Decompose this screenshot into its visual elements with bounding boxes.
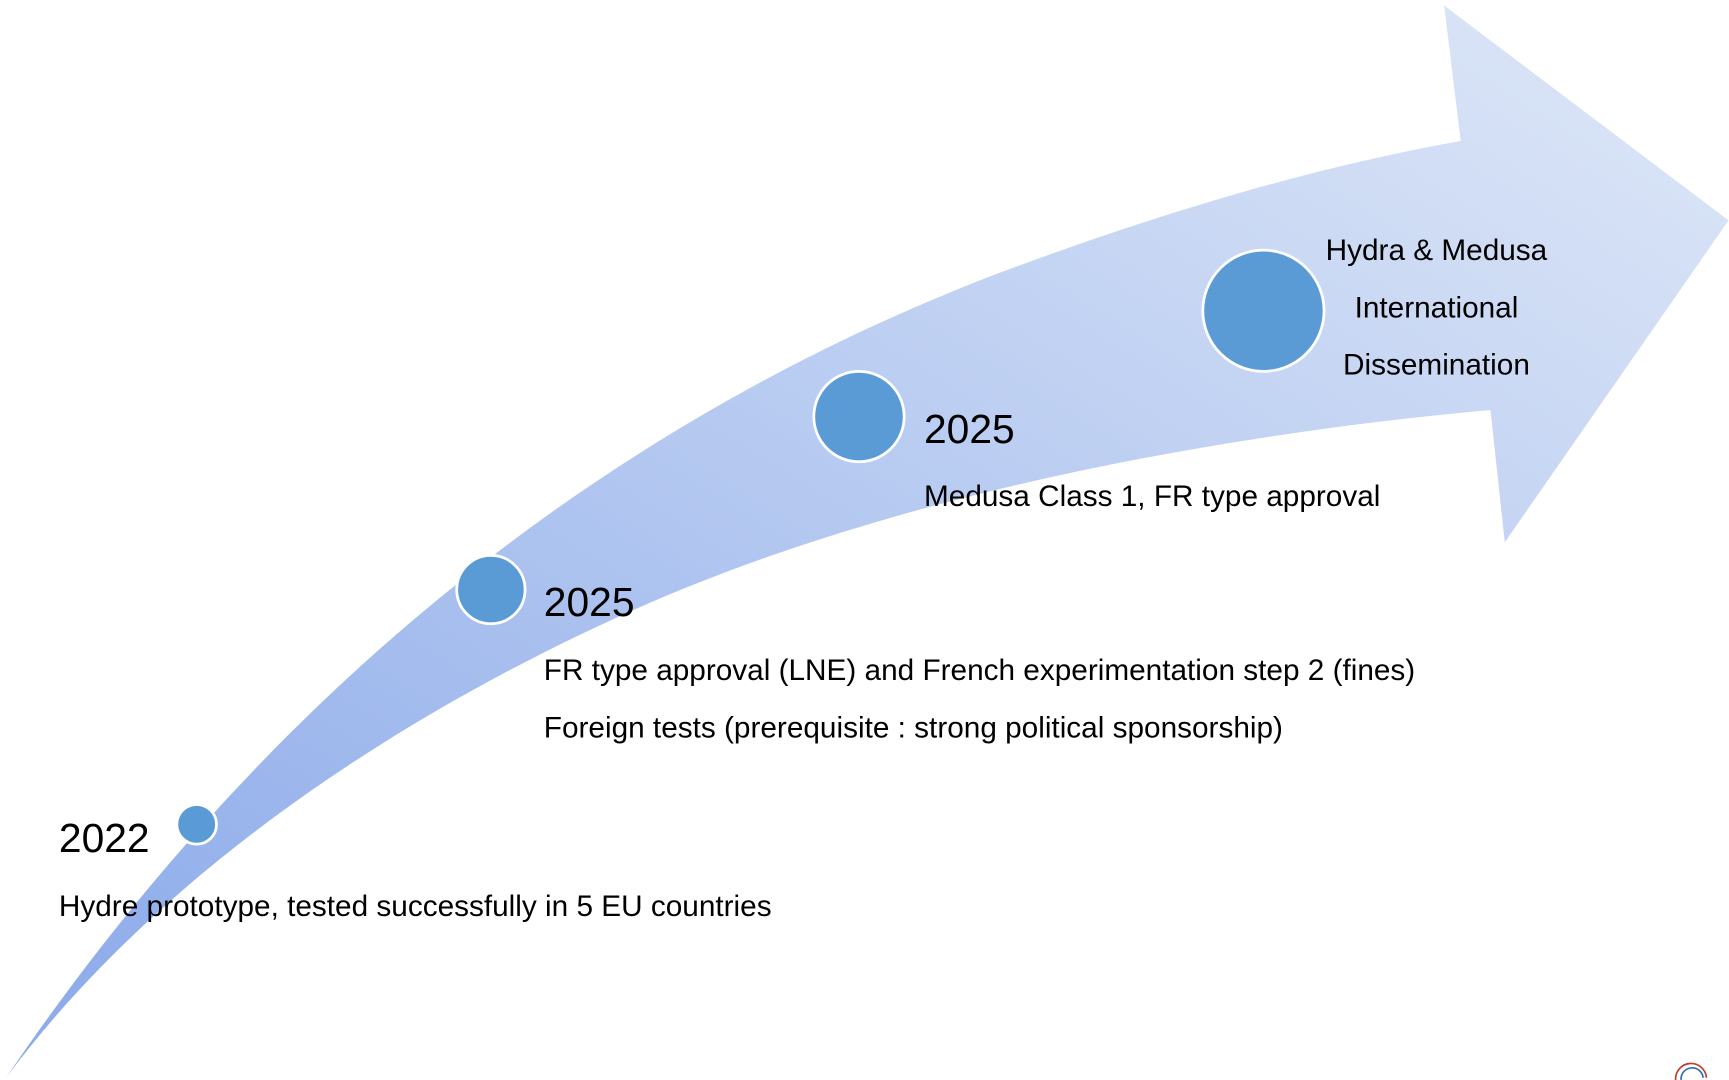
milestone-text: Hydre prototype, tested successfully in …	[59, 890, 772, 923]
milestone-year: 2022	[59, 815, 150, 861]
milestone-dot	[175, 803, 218, 846]
milestone-text: FR type approval (LNE) and French experi…	[544, 654, 1415, 687]
milestone-dot	[812, 370, 906, 464]
milestone-text: Dissemination	[1343, 349, 1530, 382]
milestone-text: Medusa Class 1, FR type approval	[924, 480, 1380, 513]
milestone-year: 2025	[924, 406, 1015, 452]
milestone-text: Foreign tests (prerequisite : strong pol…	[544, 711, 1283, 744]
milestone-year: 2025	[544, 579, 635, 625]
milestone-text: International	[1355, 291, 1519, 324]
milestone-dot	[455, 554, 527, 626]
milestone-text: Hydra & Medusa	[1326, 234, 1548, 267]
logo	[1674, 1062, 1708, 1080]
milestone-dot	[1201, 248, 1326, 373]
